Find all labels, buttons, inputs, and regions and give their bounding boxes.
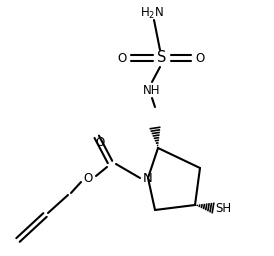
Text: H$_2$N: H$_2$N [140, 5, 164, 20]
Text: S: S [157, 50, 167, 66]
Text: N: N [143, 172, 153, 185]
Text: NH: NH [143, 83, 161, 97]
Text: SH: SH [215, 201, 231, 215]
Text: O: O [83, 172, 93, 185]
Text: O: O [95, 136, 105, 150]
Text: O: O [117, 51, 127, 65]
Text: O: O [195, 51, 205, 65]
